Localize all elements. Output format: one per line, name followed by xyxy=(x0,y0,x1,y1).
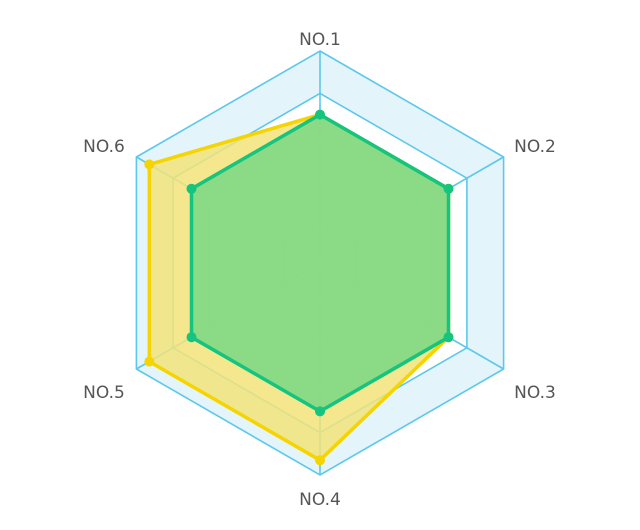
axis-label-no6: NO.6 xyxy=(83,137,125,157)
radar-axis-labels: NO.1 NO.2 NO.3 NO.4 NO.5 NO.6 xyxy=(83,30,556,510)
axis-label-no1: NO.1 xyxy=(299,30,341,50)
radar-series-2 xyxy=(186,109,454,417)
radar-point xyxy=(186,332,197,343)
axis-label-no3: NO.3 xyxy=(514,383,556,403)
radar-point xyxy=(443,332,454,343)
radar-point xyxy=(186,183,197,194)
axis-label-no4: NO.4 xyxy=(299,490,341,510)
radar-point xyxy=(144,159,155,170)
radar-point xyxy=(315,109,325,120)
radar-point xyxy=(315,406,325,417)
radar-series xyxy=(144,109,454,466)
radar-point xyxy=(315,455,325,466)
axis-label-no2: NO.2 xyxy=(514,137,556,157)
radar-point xyxy=(443,183,454,194)
axis-label-no5: NO.5 xyxy=(83,383,125,403)
radar-point xyxy=(144,356,155,367)
